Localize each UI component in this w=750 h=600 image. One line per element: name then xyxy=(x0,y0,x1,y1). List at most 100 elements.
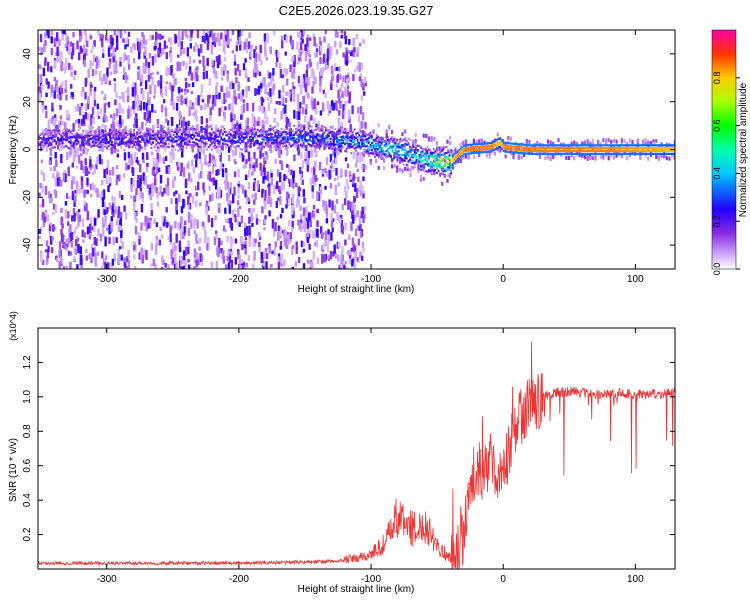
ridge-cell xyxy=(334,132,337,136)
ridge-cell xyxy=(302,134,305,137)
ridge-cell xyxy=(310,140,313,143)
band-cell xyxy=(419,177,423,182)
noise-cell xyxy=(362,216,365,223)
ridge-cell xyxy=(177,135,180,138)
ridge-cell xyxy=(142,137,145,140)
ridge-cell xyxy=(237,136,240,139)
ridge-cell xyxy=(409,152,411,155)
noise-cell xyxy=(207,163,210,168)
noise-cell xyxy=(74,106,78,112)
ridge-cell xyxy=(91,141,94,144)
ridge-cell xyxy=(168,129,170,132)
noise-cell xyxy=(202,182,205,190)
ridge-cell xyxy=(304,139,307,142)
ridge-cell xyxy=(350,140,353,143)
ridge-cell xyxy=(317,139,319,142)
noise-cell xyxy=(96,156,99,162)
ridge-cell xyxy=(415,156,418,159)
ridge-cell xyxy=(76,135,78,138)
noise-cell xyxy=(56,126,59,133)
noise-cell xyxy=(358,153,361,163)
noise-cell xyxy=(217,203,220,208)
noise-cell xyxy=(89,35,93,40)
ridge-cell xyxy=(323,140,326,143)
noise-cell xyxy=(117,209,120,218)
noise-cell xyxy=(74,70,77,75)
noise-cell xyxy=(224,207,227,214)
noise-cell xyxy=(159,78,163,89)
noise-cell xyxy=(238,36,241,45)
ridge-cell xyxy=(440,159,443,162)
noise-cell xyxy=(200,256,203,266)
ridge-cell xyxy=(431,154,434,157)
noise-cell xyxy=(352,152,355,160)
ridge-cell xyxy=(374,144,376,147)
band-cell xyxy=(673,153,675,158)
noise-cell xyxy=(285,238,288,248)
noise-cell xyxy=(38,86,41,92)
noise-cell xyxy=(255,158,258,168)
noise-cell xyxy=(140,74,144,83)
band-cell xyxy=(594,153,597,158)
ridge-cell xyxy=(518,143,521,146)
noise-cell xyxy=(254,192,257,200)
noise-cell xyxy=(247,199,251,204)
ridge-cell xyxy=(386,138,389,142)
noise-cell xyxy=(269,46,272,54)
ridge-cell xyxy=(485,145,487,148)
ridge-cell xyxy=(210,142,213,145)
ridge-cell xyxy=(134,144,137,147)
band-cell xyxy=(396,168,399,173)
ridge-cell xyxy=(453,161,456,165)
noise-cell xyxy=(191,195,195,204)
ridge-cell xyxy=(512,148,514,151)
noise-cell xyxy=(76,40,79,50)
noise-cell xyxy=(193,248,197,258)
noise-cell xyxy=(193,217,197,226)
noise-cell xyxy=(267,97,270,102)
ridge-cell xyxy=(47,130,50,133)
noise-cell xyxy=(220,66,224,76)
ridge-cell xyxy=(288,141,291,144)
noise-cell xyxy=(313,36,316,47)
noise-cell xyxy=(342,112,345,120)
noise-cell xyxy=(170,198,173,205)
noise-cell xyxy=(283,68,286,74)
noise-cell xyxy=(326,48,330,55)
noise-cell xyxy=(138,126,142,136)
noise-cell xyxy=(85,129,88,137)
noise-cell xyxy=(107,185,110,193)
noise-cell xyxy=(132,43,135,48)
ridge-cell xyxy=(364,148,367,151)
ridge-cell xyxy=(388,140,391,143)
noise-cell xyxy=(204,103,207,110)
ridge-cell xyxy=(442,157,445,160)
ridge-cell xyxy=(288,128,291,131)
noise-cell xyxy=(228,90,231,99)
noise-cell xyxy=(182,198,185,209)
ridge-cell xyxy=(367,148,370,151)
band-cell xyxy=(657,155,660,160)
ridge-cell xyxy=(361,141,364,144)
ridge-cell xyxy=(401,154,403,157)
ridge-cell xyxy=(513,142,516,145)
noise-cell xyxy=(334,253,338,259)
noise-cell xyxy=(174,244,177,252)
ridge-cell xyxy=(233,124,235,127)
noise-cell xyxy=(62,128,65,132)
ridge-cell xyxy=(410,147,413,150)
noise-cell xyxy=(103,103,106,113)
noise-cell xyxy=(268,72,271,79)
ridge-cell xyxy=(239,137,242,140)
noise-cell xyxy=(139,100,143,110)
ridge-cell xyxy=(266,139,269,142)
ridge-cell xyxy=(169,139,172,142)
noise-cell xyxy=(211,99,214,110)
noise-cell xyxy=(325,204,328,214)
noise-cell xyxy=(105,175,108,185)
ridge-cell xyxy=(377,143,380,146)
noise-cell xyxy=(224,99,227,103)
noise-cell xyxy=(278,90,281,99)
ridge-cell xyxy=(445,169,448,172)
ridge-cell xyxy=(222,142,224,145)
